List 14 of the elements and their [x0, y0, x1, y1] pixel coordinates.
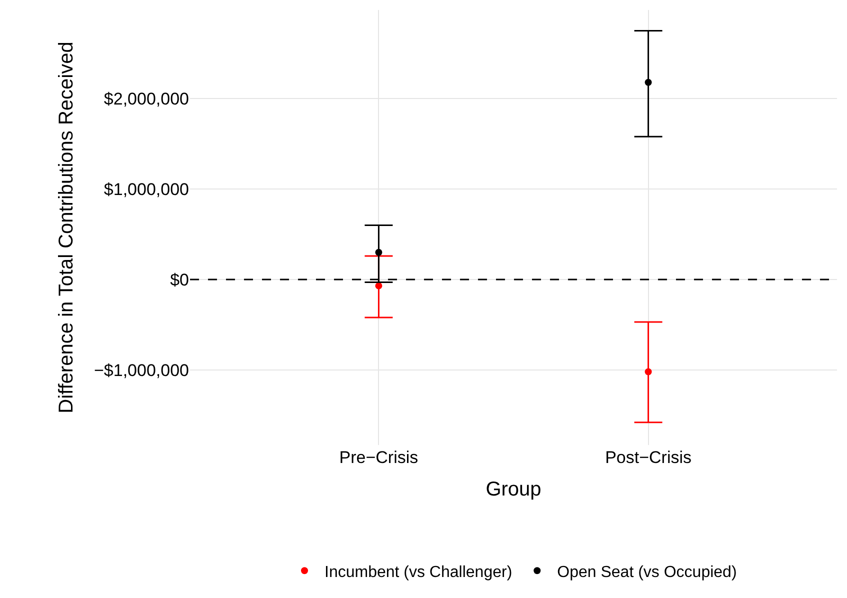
y-tick-label: $0 [170, 270, 189, 290]
point [644, 78, 652, 86]
point [375, 248, 382, 256]
y-tick-label: $2,000,000 [104, 90, 189, 109]
x-tick-label: Post−Crisis [605, 448, 692, 467]
y-tick-label: $1,000,000 [104, 180, 189, 200]
y-axis-title: Difference in Total Contributions Received [55, 42, 78, 414]
legend-label: Open Seat (vs Occupied) [557, 564, 737, 581]
legend-label: Incumbent (vs Challenger) [324, 564, 512, 581]
y-tick-label: −$1,000,000 [94, 360, 189, 380]
point [375, 282, 382, 290]
point [644, 368, 652, 376]
x-axis-title: Group [486, 478, 542, 500]
x-tick-label: Pre−Crisis [339, 448, 418, 467]
